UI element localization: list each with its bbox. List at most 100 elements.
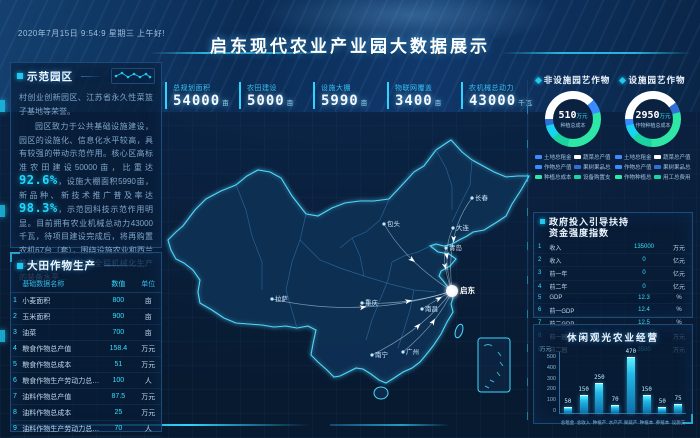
city-dot[interactable] (360, 301, 364, 305)
donut-chart[interactable]: 2950万元 作物种植总成本 (625, 91, 681, 147)
city-dot[interactable] (420, 307, 424, 311)
legend-item[interactable]: 作物总产值 (615, 163, 652, 171)
edge-mark (0, 205, 5, 217)
y-tick-label: 200 (546, 386, 556, 393)
table-row[interactable]: 6 前一GDP 12.4% (534, 303, 692, 318)
city-dot[interactable] (470, 196, 474, 200)
bar-value-label: 70 (611, 397, 619, 403)
donut-center-value: 510万元 (558, 109, 588, 121)
highlight-percent-1: 92.6% (19, 173, 58, 187)
stat-label: 设施大棚 (321, 85, 351, 92)
plane-icon (434, 296, 443, 303)
stat-value: 43000 千瓦 (469, 93, 534, 109)
stat-unit: 亩 (286, 99, 295, 107)
flight-line (402, 290, 453, 353)
legend-swatch-icon (574, 155, 581, 159)
bar-group[interactable]: 150 (641, 352, 652, 413)
bar-value-label: 470 (625, 349, 637, 355)
legend-swatch-icon (574, 165, 581, 169)
table-row[interactable]: 5 粮食作物总成本 51 万元 (11, 356, 161, 373)
bar-group[interactable]: 470 (626, 349, 636, 413)
legend-item[interactable]: 作物总产值 (535, 163, 572, 171)
legend-item[interactable]: 土地总租金 (535, 153, 572, 161)
flight-line (444, 247, 453, 292)
top-stats-strip: 总规划面积 54000 亩农田建设 5000 亩设施大棚 5990 亩物联网覆盖 34… (165, 82, 535, 109)
donut-panel: 非设施园艺作物 510万元 种植总成本 土地总租金 蔬菜总产值 作物总产值 果树果品总… (533, 74, 613, 181)
table-row[interactable]: 6 粮食作物生产劳动力总… 100 人 (11, 372, 161, 389)
field-crops-title: 大田作物生产 (27, 260, 96, 272)
corner-decor (683, 414, 693, 424)
hub-glow-dot[interactable] (446, 285, 458, 297)
y-tick-label: 100 (546, 397, 556, 404)
table-row[interactable]: 8 油料作物总成本 25 万元 (11, 404, 161, 421)
donut-charts-section: 非设施园艺作物 510万元 种植总成本 土地总租金 蔬菜总产值 作物总产值 果树果品总… (533, 74, 693, 181)
y-tick-label: 400 (546, 364, 556, 371)
legend-item[interactable]: 果树果品总产值 (574, 163, 611, 171)
plane-icon (413, 323, 421, 331)
panel-bullet-icon (540, 219, 545, 224)
donut-chart[interactable]: 510万元 种植总成本 (545, 91, 601, 147)
donut-title: 非设施园艺作物 (543, 75, 611, 85)
legend-item[interactable]: 蔬菜总产值 (574, 153, 611, 161)
table-row[interactable]: 3 前一年 0 亿元 (534, 266, 692, 281)
panel-leisure-chart: 休闲观光农业经营 万元 500 400 300 200 100 0 50 150 250 … (533, 324, 693, 426)
plane-icon (441, 262, 447, 270)
legend-swatch-icon (654, 165, 661, 169)
bar-group[interactable]: 150 (578, 352, 589, 413)
legend-swatch-icon (654, 175, 661, 179)
legend-item[interactable]: 用工总费用 (654, 173, 691, 181)
table-row[interactable]: 2 收入 0 亿元 (534, 253, 692, 268)
legend-swatch-icon (574, 175, 581, 179)
diamond-icon (619, 76, 627, 84)
city-dot[interactable] (370, 353, 374, 357)
x-tick-label: 总租金 (560, 420, 575, 426)
bar-group[interactable]: 50 (657, 352, 667, 413)
plane-icon (408, 255, 416, 263)
bottom-decor-line (330, 424, 450, 426)
flight-line (383, 223, 453, 292)
table-row[interactable]: 4 粮食作物总产值 158.4 万元 (11, 340, 161, 357)
legend-swatch-icon (654, 155, 661, 159)
table-row[interactable]: 9 油料作物生产劳动力总… 70 人 (11, 420, 161, 437)
table-row[interactable]: 1 收入 135000 万元 (534, 241, 692, 255)
map-city-label: 长春 (475, 193, 489, 202)
table-row[interactable]: 4 前二年 0 亿元 (534, 280, 692, 294)
city-dot[interactable] (270, 297, 274, 301)
bar-group[interactable]: 70 (610, 352, 620, 413)
bar-value-label: 50 (658, 399, 666, 405)
bar (595, 383, 604, 413)
stat-value: 3400 亩 (395, 93, 443, 109)
panel-bullet-icon (17, 73, 23, 79)
datetime-text: 2020年7月15日 9:54:9 星期三 上午好! (18, 29, 166, 38)
stat-item: 物联网覆盖 3400 亩 (387, 82, 461, 109)
city-dot[interactable] (444, 246, 448, 250)
legend-item[interactable]: 果树果品总产值 (654, 163, 691, 171)
col-name: 基础数据名称 (20, 276, 102, 293)
legend-item[interactable]: 土地总租金 (615, 153, 652, 161)
bar-value-label: 150 (578, 387, 589, 393)
table-row[interactable]: 5 GDP 12.3% (534, 293, 692, 304)
legend-item[interactable]: 蔬菜总产值 (654, 153, 691, 161)
vertical-divider (527, 80, 528, 420)
stat-unit: 亩 (434, 99, 443, 107)
city-dot[interactable] (382, 222, 386, 226)
edge-mark (0, 100, 5, 112)
panel-bullet-icon (17, 262, 23, 269)
city-dot[interactable] (451, 226, 455, 230)
stat-unit: 千瓦 (518, 99, 534, 107)
table-row[interactable]: 3 油菜 700 亩 (11, 324, 161, 341)
table-row[interactable]: 2 玉米面积 900 亩 (11, 308, 161, 325)
table-row[interactable]: 7 油料作物总产值 87.5 万元 (11, 388, 161, 405)
bar-group[interactable]: 50 (563, 352, 573, 413)
y-axis-unit: 万元 (540, 347, 552, 353)
legend-item[interactable]: 种植总成本 (535, 173, 572, 181)
city-dot[interactable] (401, 350, 405, 354)
legend-item[interactable]: 作物种植总成本 (615, 173, 652, 181)
stat-item: 总规划面积 54000 亩 (165, 82, 239, 109)
table-row[interactable]: 1 小麦面积 800 亩 (11, 292, 161, 309)
map-city-label: 南宁 (375, 350, 389, 359)
bar-group[interactable]: 250 (594, 352, 605, 413)
legend-item[interactable]: 设备购置支出 (574, 173, 611, 181)
bar-group[interactable]: 75 (673, 352, 683, 413)
